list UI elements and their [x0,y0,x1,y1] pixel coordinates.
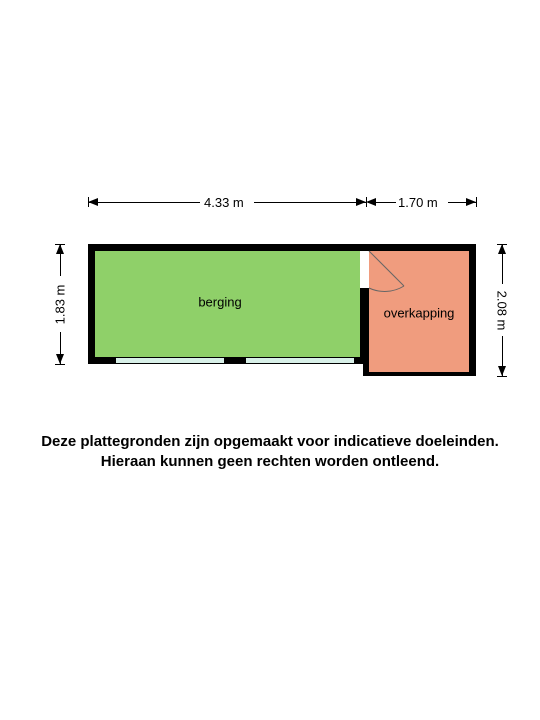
dim-line-top-left [88,202,200,203]
dim-arrow [356,198,366,206]
dim-arrow [56,354,64,364]
wall [469,244,476,376]
dim-tick [497,376,507,377]
dim-label-top-left: 4.33 m [204,195,244,210]
window [115,357,225,364]
dim-arrow [56,244,64,254]
dim-arrow [88,198,98,206]
dim-tick [88,197,89,207]
dim-arrow [366,198,376,206]
wall [88,244,95,364]
dim-arrow [498,366,506,376]
disclaimer-text: Deze plattegronden zijn opgemaakt voor i… [0,432,540,473]
room-label-berging: berging [198,295,241,310]
door-arc [360,244,420,304]
dim-arrow [466,198,476,206]
room-label-overkapping: overkapping [384,306,455,321]
dim-tick [476,197,477,207]
floorplan-canvas: 4.33 m 1.70 m 1.83 m 2.08 m berging over… [0,0,540,720]
dim-label-left: 1.83 m [52,285,67,325]
dim-line-top-left-b [254,202,366,203]
wall [363,364,369,376]
dim-tick [55,364,65,365]
dim-arrow [498,244,506,254]
window [245,357,355,364]
disclaimer-line1: Deze plattegronden zijn opgemaakt voor i… [41,433,499,450]
dim-tick [55,244,65,245]
dim-tick [497,244,507,245]
disclaimer-line2: Hieraan kunnen geen rechten worden ontle… [101,453,439,470]
wall [369,372,476,376]
dim-label-top-right: 1.70 m [398,195,438,210]
dim-label-right: 2.08 m [494,291,509,331]
